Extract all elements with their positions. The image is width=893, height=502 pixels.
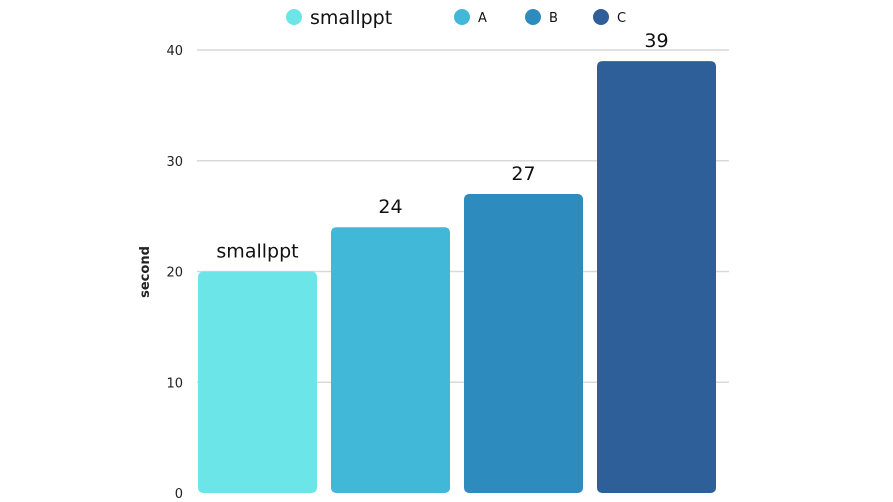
y-tick-label: 0 [175, 487, 183, 502]
y-tick-label: 10 [166, 376, 183, 391]
bar-A [331, 227, 450, 493]
bars [198, 61, 716, 493]
data-labels: smallppt 24 27 39 [216, 30, 668, 262]
data-label-C: 39 [644, 30, 668, 52]
data-label-A: 24 [378, 196, 402, 218]
legend: smallppt A B C [286, 7, 626, 29]
data-label-smallppt: smallppt [216, 241, 298, 263]
legend-label-smallppt: smallppt [310, 7, 392, 29]
legend-marker-A [454, 9, 470, 25]
y-tick-label: 20 [166, 266, 183, 281]
y-tick-label: 40 [166, 44, 183, 59]
bar-C [597, 61, 716, 493]
bar-smallppt [198, 271, 317, 493]
y-tick-label: 30 [166, 155, 183, 170]
legend-marker-smallppt [286, 9, 302, 25]
legend-marker-B [525, 9, 541, 25]
y-axis-title: second [138, 246, 153, 298]
bar-B [464, 193, 583, 493]
legend-marker-C [593, 9, 609, 25]
legend-label-A: A [478, 11, 487, 26]
data-label-B: 27 [511, 163, 535, 185]
y-axis-ticks: 0 10 20 30 40 [166, 44, 183, 502]
legend-label-C: C [617, 11, 626, 26]
legend-label-B: B [549, 11, 558, 26]
